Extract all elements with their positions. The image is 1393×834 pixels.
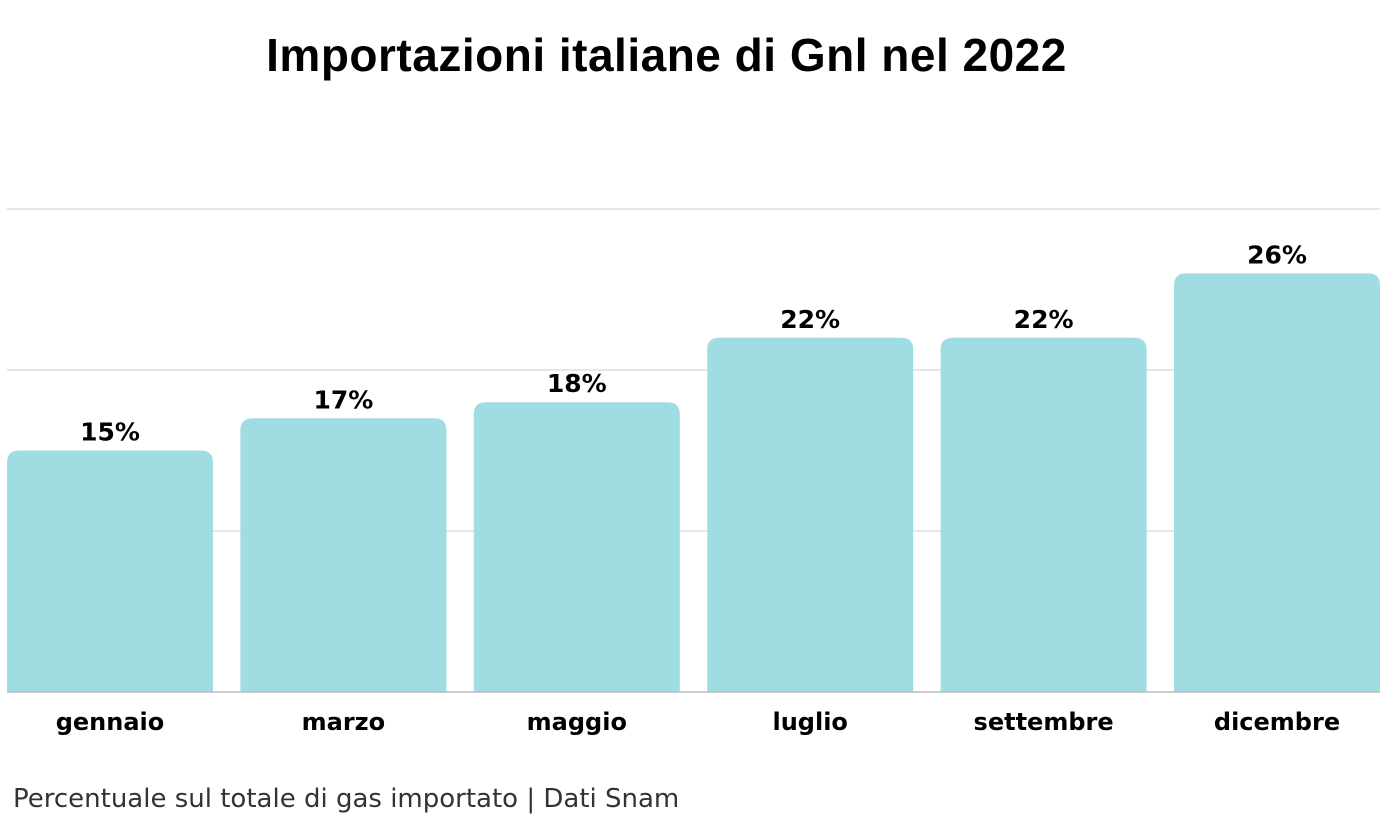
bar-value-label: 18% <box>547 369 607 398</box>
gridlines <box>7 208 1380 532</box>
bar-maggio <box>473 402 680 692</box>
category-label: gennaio <box>56 708 165 736</box>
bar-dicembre <box>1174 273 1380 692</box>
category-label: dicembre <box>1214 708 1340 736</box>
category-label: marzo <box>302 708 386 736</box>
bars <box>7 273 1380 692</box>
value-labels: 15% 17% 18% 22% 22% 26% <box>80 240 1307 446</box>
bar-value-label: 22% <box>780 305 840 334</box>
chart-footer-note: Percentuale sul totale di gas importato … <box>13 784 680 814</box>
chart-title: Importazioni italiane di Gnl nel 2022 <box>266 29 1067 81</box>
bar-value-label: 17% <box>313 385 373 414</box>
bar-marzo <box>240 418 447 692</box>
bar-gennaio <box>7 450 213 692</box>
bar-value-label: 26% <box>1247 240 1307 269</box>
bar-luglio <box>707 337 914 692</box>
bar-settembre <box>940 337 1147 692</box>
category-label: settembre <box>974 708 1114 736</box>
bar-value-label: 15% <box>80 418 140 447</box>
category-labels: gennaio marzo maggio luglio settembre dicembr… <box>56 708 1340 736</box>
category-label: maggio <box>527 708 627 736</box>
bar-value-label: 22% <box>1014 305 1074 334</box>
category-label: luglio <box>772 708 847 736</box>
